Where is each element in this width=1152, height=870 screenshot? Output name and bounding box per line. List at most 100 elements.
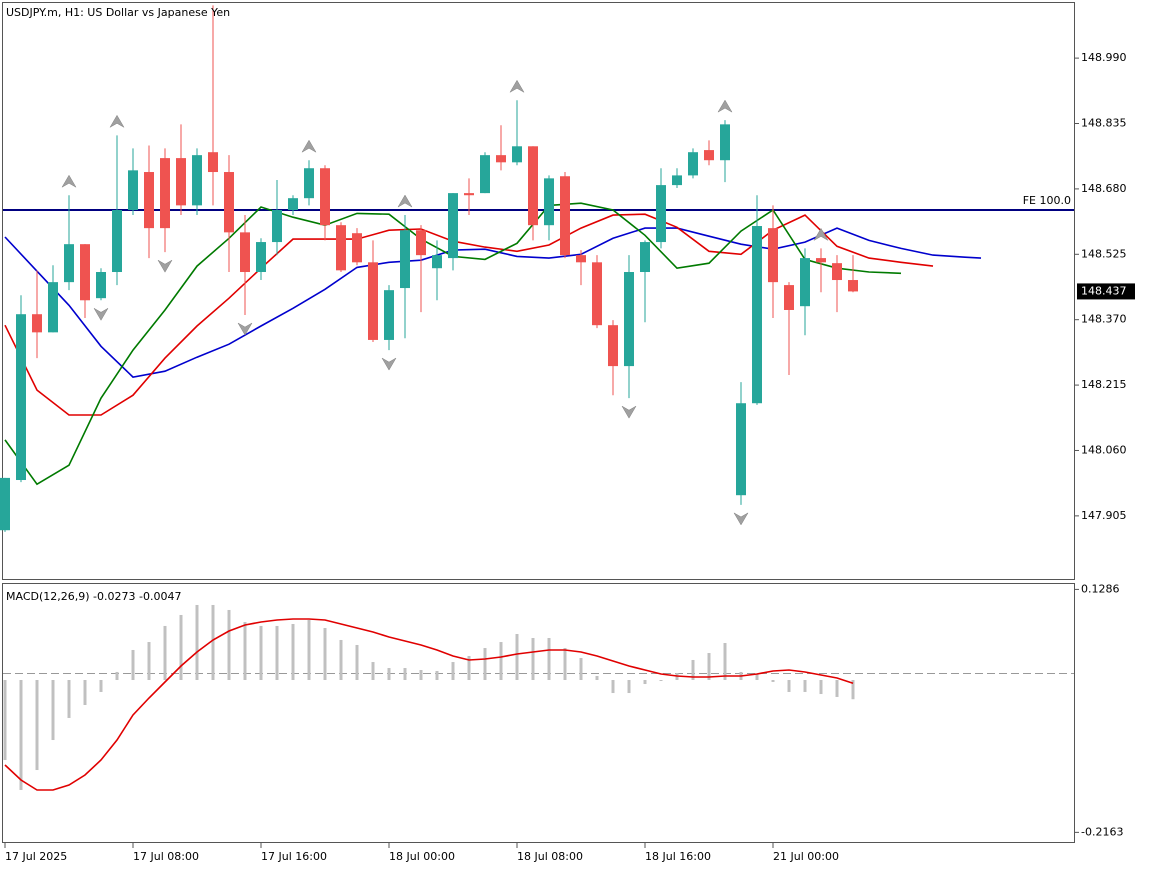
candle-body [736, 403, 746, 496]
macd-bar [563, 648, 567, 680]
macd-bar [707, 653, 711, 680]
fractal-down [237, 322, 253, 336]
candle-body [768, 228, 778, 283]
y-tick-label: 148.215 [1081, 378, 1127, 391]
candle-body [16, 314, 26, 481]
candle-body [240, 232, 250, 273]
macd-bar [259, 625, 263, 680]
candle-body [32, 314, 42, 333]
candle-body [272, 209, 282, 243]
candle-body [528, 146, 538, 226]
x-tick-label: 18 Jul 08:00 [517, 850, 583, 863]
macd-bar [51, 679, 55, 741]
x-tick-label: 17 Jul 08:00 [133, 850, 199, 863]
macd-name: MACD(12,26,9) [6, 590, 90, 603]
candle-body [816, 258, 826, 263]
fractal-down [381, 357, 397, 371]
fractal-down [93, 307, 109, 321]
x-tick-label: 17 Jul 2025 [5, 850, 67, 863]
macd-bar [547, 638, 551, 680]
candle-body [752, 226, 762, 404]
candle-body [640, 242, 650, 273]
candle-body [720, 124, 730, 161]
macd-bar [419, 669, 423, 680]
macd-bar [179, 614, 183, 680]
candle-body [128, 170, 138, 210]
fractal-up [397, 194, 413, 208]
candle-body [512, 146, 522, 163]
candle-body [400, 230, 410, 289]
macd-bar [67, 679, 71, 718]
candle-body [208, 152, 218, 173]
macd-bar [531, 638, 535, 680]
candle-body [96, 272, 106, 299]
macd-bar [99, 679, 103, 692]
y-tick-label: 148.835 [1081, 117, 1127, 130]
y-tick-label: 147.905 [1081, 509, 1127, 522]
candle-body [160, 158, 170, 229]
fractal-down [621, 405, 637, 419]
candle-body [384, 290, 394, 340]
fractal-down [157, 259, 173, 273]
candle-body [496, 155, 506, 163]
macd-bar [467, 655, 471, 680]
candle-body [784, 285, 794, 310]
candle-body [304, 168, 314, 199]
chart-title: USDJPY.m, H1: US Dollar vs Japanese Yen [6, 6, 230, 19]
macd-bar [611, 679, 615, 694]
y-tick-label: 148.990 [1081, 51, 1127, 64]
y-tick-label: -0.2163 [1081, 825, 1123, 838]
macd-signal-value: -0.0047 [139, 590, 181, 603]
macd-bar [515, 633, 519, 680]
macd-bar [595, 675, 599, 680]
macd-bar [659, 679, 663, 681]
candle-body [80, 244, 90, 301]
macd-bar [115, 671, 119, 680]
candle-body [544, 178, 554, 226]
candle-body [144, 172, 154, 229]
macd-bar [627, 679, 631, 694]
y-tick-label: 148.525 [1081, 247, 1127, 260]
candle-body [432, 255, 442, 269]
candle-body [288, 198, 298, 210]
macd-bar [355, 644, 359, 680]
candle-body [672, 175, 682, 186]
macd-bar [35, 679, 39, 771]
y-tick-label: 148.680 [1081, 182, 1127, 195]
macd-bar [243, 622, 247, 680]
macd-bar [819, 679, 823, 695]
candle-body [48, 282, 58, 333]
candle-body [224, 172, 234, 233]
candle-body [352, 233, 362, 263]
macd-bar [339, 639, 343, 680]
macd-bar [691, 659, 695, 680]
fractal-up [717, 99, 733, 113]
macd-bar [307, 619, 311, 680]
level-label: FE 100.0 [1023, 194, 1071, 207]
candle-body [688, 152, 698, 176]
macd-bar [275, 625, 279, 680]
candle-body [336, 225, 346, 271]
y-tick-label: 0.1286 [1081, 582, 1120, 595]
candle-body [800, 258, 810, 307]
fractal-down [733, 512, 749, 526]
candle-body [368, 262, 378, 340]
macd-bar [371, 662, 375, 680]
macd-bar [755, 674, 759, 680]
macd-bar [851, 679, 855, 700]
macd-bar [403, 668, 407, 680]
macd-legend: MACD(12,26,9) -0.0273 -0.0047 [6, 590, 181, 603]
x-tick-label: 18 Jul 16:00 [645, 850, 711, 863]
fractal-up [509, 79, 525, 93]
macd-bar [803, 679, 807, 692]
macd-bar [499, 642, 503, 680]
macd-bar [387, 668, 391, 680]
macd-bar [195, 604, 199, 680]
indicator-line [4, 227, 982, 378]
indicator-line [4, 213, 934, 416]
y-tick-label: 148.370 [1081, 313, 1127, 326]
macd-bar [131, 649, 135, 680]
macd-bar [787, 679, 791, 692]
